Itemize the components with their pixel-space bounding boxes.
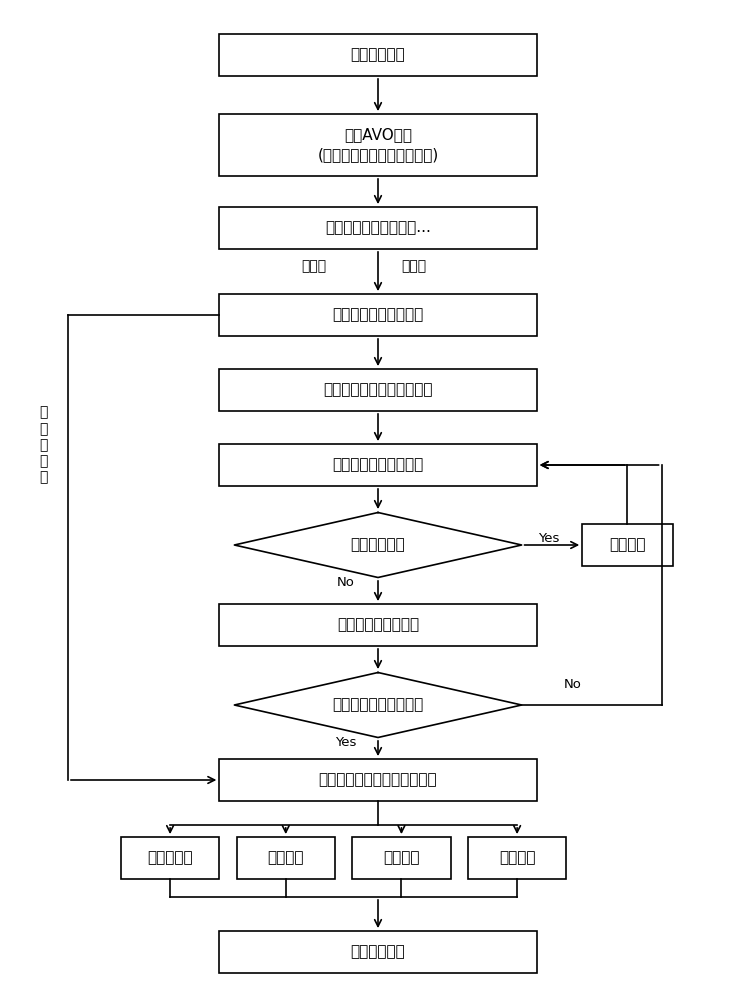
Text: 混沌搜索: 混沌搜索	[609, 538, 646, 552]
Text: 含水概率: 含水概率	[268, 850, 304, 865]
Text: 叠前AVO反演
(纵波阻抗、横波阻抗和密度): 叠前AVO反演 (纵波阻抗、横波阻抗和密度)	[318, 128, 438, 162]
Text: 判断是否满足结束条件: 判断是否满足结束条件	[333, 698, 423, 712]
FancyBboxPatch shape	[352, 837, 451, 879]
Text: 叠前保幅偏移: 叠前保幅偏移	[351, 47, 405, 62]
Text: 混沌映射初始化隶属度矩阵: 混沌映射初始化隶属度矩阵	[324, 382, 432, 397]
FancyBboxPatch shape	[219, 114, 537, 176]
FancyBboxPatch shape	[237, 837, 335, 879]
FancyBboxPatch shape	[219, 207, 537, 249]
Text: Yes: Yes	[538, 532, 559, 544]
Text: 基质概率: 基质概率	[499, 850, 535, 865]
Text: 待
识
别
样
本: 待 识 别 样 本	[39, 406, 48, 484]
Text: 量子粒子群参数更新: 量子粒子群参数更新	[337, 617, 419, 633]
Text: 含泥概率: 含泥概率	[383, 850, 420, 865]
FancyBboxPatch shape	[219, 444, 537, 486]
FancyBboxPatch shape	[219, 931, 537, 973]
FancyBboxPatch shape	[121, 837, 219, 879]
Text: No: No	[336, 576, 355, 588]
FancyBboxPatch shape	[219, 34, 537, 76]
Text: 独立性: 独立性	[401, 259, 427, 273]
FancyBboxPatch shape	[468, 837, 566, 879]
Text: 输出模糊聚类数及各聚类中心: 输出模糊聚类数及各聚类中心	[319, 772, 437, 788]
Text: No: No	[564, 678, 582, 692]
FancyBboxPatch shape	[219, 294, 537, 336]
Text: 敏感性: 敏感性	[301, 259, 327, 273]
Text: 多种敏感流体识别因子...: 多种敏感流体识别因子...	[325, 221, 431, 235]
FancyBboxPatch shape	[582, 524, 673, 566]
Text: Yes: Yes	[335, 736, 356, 748]
Text: 早熟收敛判断: 早熟收敛判断	[351, 538, 405, 552]
Text: 输出流体性质: 输出流体性质	[351, 944, 405, 960]
Text: 敏感流体识别因子组合: 敏感流体识别因子组合	[333, 308, 423, 322]
Text: 含油气概率: 含油气概率	[147, 850, 193, 865]
FancyBboxPatch shape	[219, 759, 537, 801]
FancyBboxPatch shape	[219, 604, 537, 646]
FancyBboxPatch shape	[219, 369, 537, 411]
Text: 计算目标函数和适应度: 计算目标函数和适应度	[333, 458, 423, 473]
